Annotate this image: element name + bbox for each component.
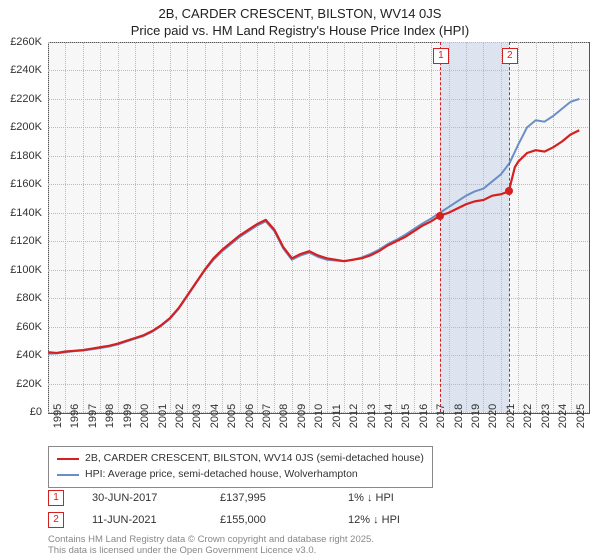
x-tick-label: 1997 — [87, 404, 99, 428]
sale-price: £137,995 — [220, 492, 320, 504]
x-tick-label: 1999 — [122, 404, 134, 428]
marker-label-box: 2 — [502, 48, 518, 64]
y-tick-label: £80K — [0, 292, 42, 304]
x-tick-label: 2013 — [366, 404, 378, 428]
attribution-line2: This data is licensed under the Open Gov… — [48, 545, 374, 556]
legend: 2B, CARDER CRESCENT, BILSTON, WV14 0JS (… — [48, 446, 433, 488]
y-tick-label: £260K — [0, 36, 42, 48]
x-tick-label: 2015 — [400, 404, 412, 428]
chart-title-line1: 2B, CARDER CRESCENT, BILSTON, WV14 0JS — [0, 0, 600, 23]
attribution-line1: Contains HM Land Registry data © Crown c… — [48, 534, 374, 545]
legend-label: 2B, CARDER CRESCENT, BILSTON, WV14 0JS (… — [85, 451, 424, 467]
x-tick-label: 2002 — [174, 404, 186, 428]
sale-detail-rows: 1 30-JUN-2017 £137,995 1% ↓ HPI 2 11-JUN… — [48, 490, 588, 534]
x-tick-label: 2009 — [296, 404, 308, 428]
sale-price: £155,000 — [220, 514, 320, 526]
x-tick-label: 2008 — [278, 404, 290, 428]
sale-row: 1 30-JUN-2017 £137,995 1% ↓ HPI — [48, 490, 588, 506]
y-tick-label: £160K — [0, 178, 42, 190]
y-tick-label: £140K — [0, 207, 42, 219]
x-tick-label: 2023 — [540, 404, 552, 428]
x-tick-label: 2019 — [470, 404, 482, 428]
sale-marker-number: 2 — [48, 512, 64, 528]
x-tick-label: 2000 — [139, 404, 151, 428]
y-tick-label: £40K — [0, 349, 42, 361]
x-tick-label: 2018 — [453, 404, 465, 428]
sale-hpi-diff: 1% ↓ HPI — [348, 492, 448, 504]
x-tick-label: 1995 — [52, 404, 64, 428]
marker-label-box: 1 — [433, 48, 449, 64]
legend-item: 2B, CARDER CRESCENT, BILSTON, WV14 0JS (… — [57, 451, 424, 467]
sale-marker-number: 1 — [48, 490, 64, 506]
legend-swatch — [57, 458, 79, 460]
x-tick-label: 2003 — [191, 404, 203, 428]
sale-hpi-diff: 12% ↓ HPI — [348, 514, 448, 526]
x-tick-label: 2004 — [209, 404, 221, 428]
chart-container: 2B, CARDER CRESCENT, BILSTON, WV14 0JS P… — [0, 0, 600, 560]
y-tick-label: £200K — [0, 121, 42, 133]
series-line — [48, 99, 579, 354]
x-tick-label: 2020 — [487, 404, 499, 428]
sale-row: 2 11-JUN-2021 £155,000 12% ↓ HPI — [48, 512, 588, 528]
x-tick-label: 2016 — [418, 404, 430, 428]
x-tick-label: 2012 — [348, 404, 360, 428]
y-tick-label: £240K — [0, 64, 42, 76]
series-line — [48, 130, 579, 353]
chart-area: 12 £0£20K£40K£60K£80K£100K£120K£140K£160… — [48, 42, 588, 412]
x-tick-label: 1998 — [104, 404, 116, 428]
y-tick-label: £180K — [0, 150, 42, 162]
x-tick-label: 2010 — [313, 404, 325, 428]
attribution: Contains HM Land Registry data © Crown c… — [48, 534, 374, 557]
x-tick-label: 2022 — [522, 404, 534, 428]
x-tick-label: 2005 — [226, 404, 238, 428]
legend-label: HPI: Average price, semi-detached house,… — [85, 467, 358, 483]
y-tick-label: £120K — [0, 235, 42, 247]
x-tick-label: 2017 — [435, 404, 447, 428]
marker-dot — [505, 187, 513, 195]
legend-swatch — [57, 474, 79, 476]
legend-item: HPI: Average price, semi-detached house,… — [57, 467, 424, 483]
x-tick-label: 1996 — [69, 404, 81, 428]
x-tick-label: 2021 — [505, 404, 517, 428]
x-tick-label: 2024 — [557, 404, 569, 428]
y-tick-label: £100K — [0, 264, 42, 276]
y-tick-label: £60K — [0, 321, 42, 333]
x-tick-label: 2011 — [331, 404, 343, 428]
y-tick-label: £20K — [0, 378, 42, 390]
marker-dot — [436, 212, 444, 220]
sale-date: 11-JUN-2021 — [92, 514, 192, 526]
sale-date: 30-JUN-2017 — [92, 492, 192, 504]
y-tick-label: £220K — [0, 93, 42, 105]
x-tick-label: 2006 — [244, 404, 256, 428]
x-tick-label: 2007 — [261, 404, 273, 428]
chart-title-line2: Price paid vs. HM Land Registry's House … — [0, 23, 600, 38]
x-tick-label: 2025 — [575, 404, 587, 428]
line-series — [48, 42, 588, 412]
y-tick-label: £0 — [0, 406, 42, 418]
x-tick-label: 2014 — [383, 404, 395, 428]
x-tick-label: 2001 — [157, 404, 169, 428]
